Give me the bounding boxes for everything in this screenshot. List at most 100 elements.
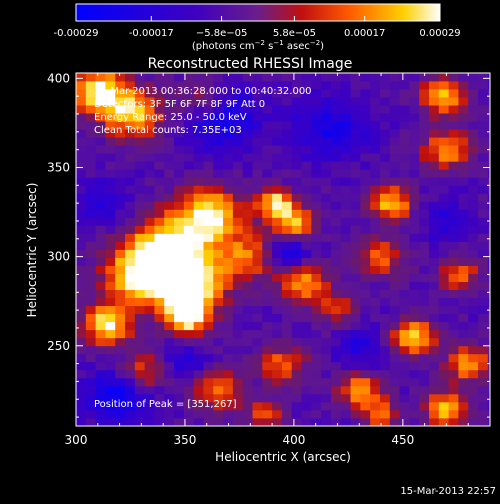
heatmap-cell (232, 353, 244, 363)
heatmap-cell (330, 153, 342, 162)
heatmap-cell (399, 105, 410, 114)
heatmap-cell (301, 257, 312, 266)
heatmap-cell (330, 345, 342, 355)
heatmap-cell (360, 161, 371, 170)
heatmap-cell (340, 257, 351, 266)
heatmap-cell (360, 81, 371, 90)
heatmap-cell (223, 385, 234, 395)
heatmap-cell (95, 337, 106, 347)
heatmap-cell (105, 353, 116, 363)
heatmap-cell (379, 289, 391, 299)
heatmap-cell (154, 313, 165, 323)
heatmap-cell (379, 297, 391, 307)
heatmap-cell (95, 353, 106, 363)
heatmap-cell (154, 265, 165, 274)
heatmap-cell (301, 401, 312, 411)
heatmap-cell (193, 121, 204, 130)
heatmap-cell (468, 145, 479, 154)
heatmap-cell (76, 241, 87, 250)
heatmap-cell (311, 105, 322, 114)
heatmap-cell (350, 217, 361, 226)
heatmap-cell (85, 177, 97, 186)
heatmap-cell (321, 193, 332, 202)
heatmap-cell (438, 337, 449, 347)
heatmap-cell (370, 89, 381, 98)
heatmap-cell (321, 369, 332, 379)
heatmap-cell (487, 185, 490, 194)
heatmap-cell (419, 321, 430, 331)
heatmap-cell (360, 297, 371, 307)
heatmap-cell (478, 193, 489, 202)
heatmap-cell (154, 369, 165, 379)
heatmap-cell (468, 137, 479, 146)
heatmap-cell (399, 241, 410, 250)
heatmap-cell (85, 337, 97, 347)
heatmap-cell (95, 201, 106, 210)
heatmap-cell (95, 257, 106, 266)
heatmap-cell (76, 345, 87, 355)
heatmap-cell (105, 337, 116, 347)
heatmap-cell (85, 393, 97, 403)
heatmap-cell (242, 321, 253, 331)
heatmap-cell (458, 209, 469, 218)
heatmap-cell (76, 409, 87, 419)
heatmap-cell (330, 193, 342, 202)
heatmap-cell (85, 193, 97, 202)
heatmap-cell (448, 73, 459, 82)
heatmap-cell (203, 361, 214, 371)
heatmap-cell (125, 201, 136, 210)
heatmap-cell (252, 201, 263, 210)
heatmap-cell (419, 417, 430, 426)
heatmap-cell (389, 337, 400, 347)
heatmap-cell (409, 169, 420, 178)
heatmap-cell (321, 361, 332, 371)
heatmap-cell (419, 81, 430, 90)
heatmap-cell (272, 329, 283, 339)
heatmap-cell (154, 377, 165, 387)
heatmap-cell (468, 377, 479, 387)
heatmap-cell (321, 377, 332, 387)
heatmap-cell (203, 153, 214, 162)
heatmap-cell (125, 257, 136, 266)
heatmap-cell (487, 89, 490, 98)
heatmap-cell (311, 321, 322, 331)
heatmap-cell (95, 233, 106, 242)
heatmap-cell (389, 297, 400, 307)
heatmap-cell (134, 185, 146, 194)
heatmap-cell (203, 121, 214, 130)
heatmap-cell (134, 417, 146, 426)
heatmap-cell (419, 233, 430, 242)
heatmap-cell (174, 105, 185, 114)
heatmap-cell (95, 417, 106, 426)
heatmap-cell (448, 393, 459, 403)
heatmap-cell (105, 393, 116, 403)
heatmap-cell (350, 393, 361, 403)
heatmap-cell (360, 177, 371, 186)
heatmap-cell (428, 113, 440, 122)
heatmap-cell (232, 257, 244, 266)
heatmap-cell (399, 153, 410, 162)
heatmap-cell (448, 353, 459, 363)
heatmap-cell (125, 329, 136, 339)
heatmap-cell (399, 249, 410, 258)
heatmap-cell (419, 73, 430, 82)
heatmap-cell (252, 337, 263, 347)
heatmap-cell (350, 193, 361, 202)
heatmap-cell (193, 145, 204, 154)
heatmap-cell (252, 265, 263, 274)
heatmap-cell (105, 329, 116, 339)
heatmap-cell (399, 193, 410, 202)
heatmap-cell (291, 361, 302, 371)
heatmap-cell (419, 105, 430, 114)
heatmap-cell (291, 153, 302, 162)
heatmap-cell (478, 257, 489, 266)
heatmap-cell (134, 289, 146, 299)
heatmap-cell (468, 345, 479, 355)
heatmap-cell (428, 105, 440, 114)
heatmap-cell (193, 201, 204, 210)
heatmap-cell (448, 193, 459, 202)
heatmap-cell (115, 393, 126, 403)
heatmap-cell (252, 73, 263, 82)
heatmap-cell (379, 409, 391, 419)
heatmap-cell (478, 281, 489, 291)
